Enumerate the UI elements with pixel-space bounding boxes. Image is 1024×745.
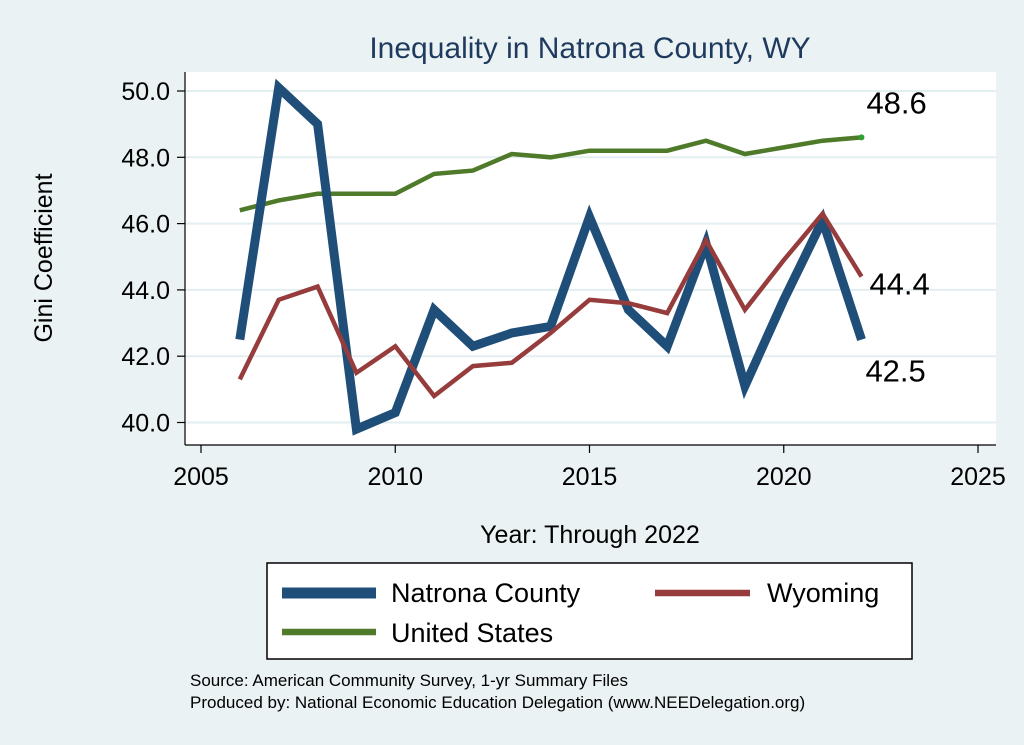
end-label-united-states: 48.6 (866, 85, 926, 120)
series-line-wyoming (237, 209, 864, 400)
legend-label-natrona-county: Natrona County (391, 578, 581, 608)
x-ticks: 2005 2010 2015 2020 2025 (173, 445, 1006, 491)
x-tick-label: 2020 (756, 463, 812, 491)
y-tick-label: 46.0 (121, 211, 170, 239)
plot-area (185, 72, 996, 445)
series-lines (235, 78, 866, 436)
chart-title: Inequality in Natrona County, WY (369, 32, 810, 65)
x-tick-label: 2025 (950, 463, 1006, 491)
legend-label-united-states: United States (391, 618, 553, 648)
y-tick-label: 50.0 (121, 78, 170, 106)
y-axis-label: Gini Coefficient (30, 173, 58, 342)
x-tick-label: 2010 (367, 463, 423, 491)
legend-box (266, 562, 913, 660)
end-labels: 42.5 44.4 48.6 (858, 85, 930, 389)
x-tick-label: 2015 (562, 463, 618, 491)
series-line-natrona-county (235, 78, 866, 436)
x-tick-label: 2005 (173, 463, 229, 491)
legend-label-wyoming: Wyoming (767, 578, 879, 608)
y-ticks: 40.0 42.0 44.0 46.0 48.0 50.0 (121, 78, 185, 438)
end-label-wyoming: 44.4 (869, 267, 929, 302)
end-label-natrona-county: 42.5 (865, 354, 925, 389)
series-line-united-states (239, 135, 862, 213)
y-tick-label: 48.0 (121, 144, 170, 172)
y-tick-label: 44.0 (121, 277, 170, 305)
x-axis-label: Year: Through 2022 (480, 521, 700, 549)
produced-by-note: Produced by: National Economic Education… (190, 693, 805, 712)
source-note: Source: American Community Survey, 1-yr … (190, 671, 628, 690)
legend: Natrona County Wyoming United States (266, 562, 913, 660)
y-tick-label: 42.0 (121, 343, 170, 371)
y-tick-label: 40.0 (121, 410, 170, 438)
end-point-united-states (858, 134, 865, 141)
